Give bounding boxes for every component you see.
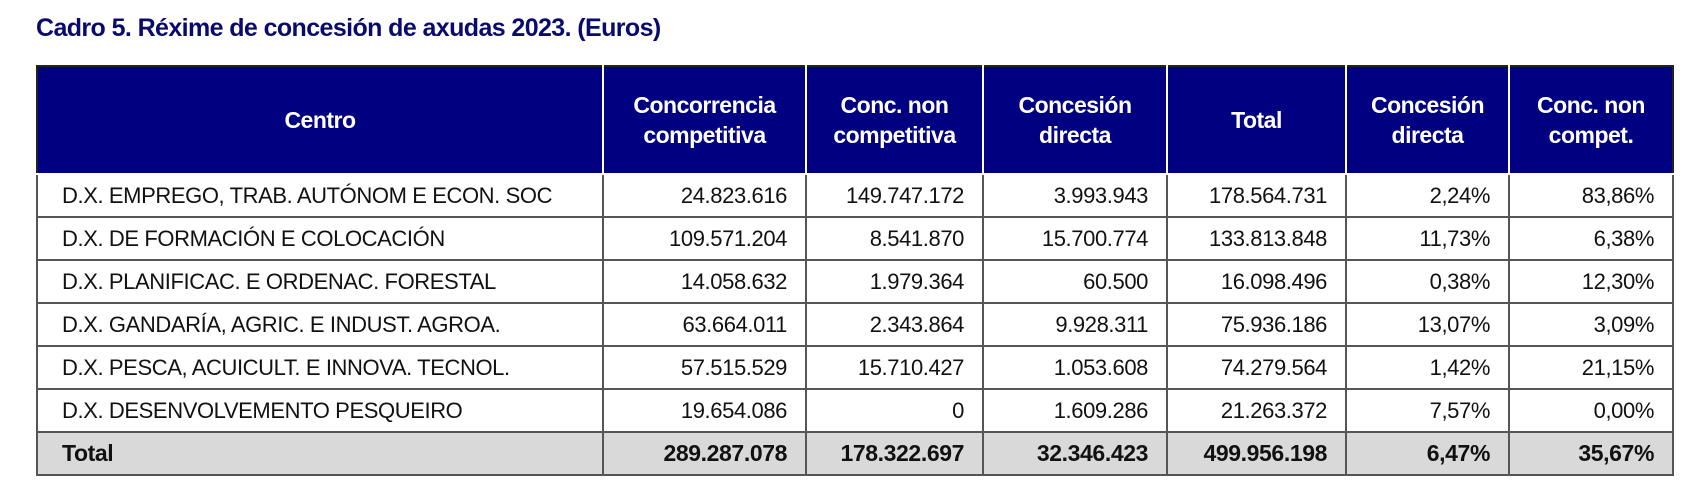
cell-centro: D.X. GANDARÍA, AGRIC. E INDUST. AGROA. xyxy=(36,302,604,347)
cell-pct-conc-non-compet: 0,00% xyxy=(1508,388,1674,433)
cell-concesion-directa: 1.053.608 xyxy=(982,345,1168,390)
cell-pct-concesion-directa: 13,07% xyxy=(1345,302,1510,347)
table-row: D.X. DE FORMACIÓN E COLOCACIÓN 109.571.20… xyxy=(36,216,1674,261)
cell-total: 21.263.372 xyxy=(1166,388,1347,433)
column-header-line: Concesión xyxy=(1370,92,1485,118)
column-header-line: directa xyxy=(1039,122,1111,148)
cell-pct-concesion-directa: 6,47% xyxy=(1345,431,1510,476)
column-header-line: compet. xyxy=(1548,122,1634,148)
cell-conc-non-competitiva: 8.541.870 xyxy=(805,216,984,261)
cell-pct-conc-non-compet: 12,30% xyxy=(1508,259,1674,304)
aid-regime-table: Centro Concorrencia competitiva Conc. non co… xyxy=(36,65,1674,476)
table-row: D.X. PLANIFICAC. E ORDENAC. FORESTAL 14.0… xyxy=(36,259,1674,304)
cell-total: 499.956.198 xyxy=(1166,431,1347,476)
cell-centro: D.X. PESCA, ACUICULT. E INNOVA. TECNOL. xyxy=(36,345,604,390)
cell-centro: D.X. DESENVOLVEMENTO PESQUEIRO xyxy=(36,388,604,433)
cell-total: 133.813.848 xyxy=(1166,216,1347,261)
column-header-line: competitiva xyxy=(833,122,956,148)
column-header-line: Conc. non xyxy=(1537,92,1645,118)
cell-pct-conc-non-compet: 3,09% xyxy=(1508,302,1674,347)
cell-pct-concesion-directa: 2,24% xyxy=(1345,173,1510,218)
cell-pct-conc-non-compet: 6,38% xyxy=(1508,216,1674,261)
cell-centro: D.X. EMPREGO, TRAB. AUTÓNOM E ECON. SOC xyxy=(36,173,604,218)
cell-concorrencia-competitiva: 109.571.204 xyxy=(602,216,807,261)
table-row: D.X. PESCA, ACUICULT. E INNOVA. TECNOL. 5… xyxy=(36,345,1674,390)
cell-pct-concesion-directa: 11,73% xyxy=(1345,216,1510,261)
table-row: D.X. EMPREGO, TRAB. AUTÓNOM E ECON. SOC 2… xyxy=(36,173,1674,218)
column-header-line: competitiva xyxy=(643,122,766,148)
cell-total: 16.098.496 xyxy=(1166,259,1347,304)
column-header-conc-non-competitiva: Conc. non competitiva xyxy=(805,65,984,175)
table-row: D.X. GANDARÍA, AGRIC. E INDUST. AGROA. 63… xyxy=(36,302,1674,347)
column-header-total: Total xyxy=(1166,65,1347,175)
column-header-line: directa xyxy=(1391,122,1464,148)
cell-concesion-directa: 9.928.311 xyxy=(982,302,1168,347)
cell-concorrencia-competitiva: 14.058.632 xyxy=(602,259,807,304)
cell-concorrencia-competitiva: 24.823.616 xyxy=(602,173,807,218)
cell-total: 178.564.731 xyxy=(1166,173,1347,218)
cell-pct-conc-non-compet: 21,15% xyxy=(1508,345,1674,390)
cell-conc-non-competitiva: 0 xyxy=(805,388,984,433)
cell-conc-non-competitiva: 2.343.864 xyxy=(805,302,984,347)
cell-concorrencia-competitiva: 63.664.011 xyxy=(602,302,807,347)
cell-concesion-directa: 15.700.774 xyxy=(982,216,1168,261)
column-header-centro: Centro xyxy=(36,65,604,175)
cell-conc-non-competitiva: 1.979.364 xyxy=(805,259,984,304)
cell-centro: D.X. DE FORMACIÓN E COLOCACIÓN xyxy=(36,216,604,261)
column-header-line: Concesión xyxy=(1018,92,1132,118)
cell-centro: Total xyxy=(36,431,604,476)
cell-pct-concesion-directa: 1,42% xyxy=(1345,345,1510,390)
cell-total: 74.279.564 xyxy=(1166,345,1347,390)
cell-concorrencia-competitiva: 19.654.086 xyxy=(602,388,807,433)
cell-concesion-directa: 32.346.423 xyxy=(982,431,1168,476)
total-row: Total 289.287.078 178.322.697 32.346.423 499… xyxy=(36,431,1674,476)
column-header-line: Total xyxy=(1231,107,1282,133)
cell-pct-concesion-directa: 0,38% xyxy=(1345,259,1510,304)
cell-total: 75.936.186 xyxy=(1166,302,1347,347)
table-row: D.X. DESENVOLVEMENTO PESQUEIRO 19.654.086… xyxy=(36,388,1674,433)
cell-concesion-directa: 60.500 xyxy=(982,259,1168,304)
table-title: Cadro 5. Réxime de concesión de axudas 2… xyxy=(36,14,661,42)
cell-conc-non-competitiva: 149.747.172 xyxy=(805,173,984,218)
cell-pct-conc-non-compet: 83,86% xyxy=(1508,173,1674,218)
column-header-line: Concorrencia xyxy=(633,92,776,118)
cell-concorrencia-competitiva: 289.287.078 xyxy=(602,431,807,476)
cell-centro: D.X. PLANIFICAC. E ORDENAC. FORESTAL xyxy=(36,259,604,304)
cell-pct-concesion-directa: 7,57% xyxy=(1345,388,1510,433)
cell-concorrencia-competitiva: 57.515.529 xyxy=(602,345,807,390)
column-header-concesion-directa: Concesión directa xyxy=(982,65,1168,175)
cell-concesion-directa: 1.609.286 xyxy=(982,388,1168,433)
column-header-line: Centro xyxy=(284,107,356,133)
cell-conc-non-competitiva: 178.322.697 xyxy=(805,431,984,476)
header-row: Centro Concorrencia competitiva Conc. non co… xyxy=(36,65,1674,175)
column-header-pct-concesion-directa: Concesión directa xyxy=(1345,65,1510,175)
column-header-concorrencia-competitiva: Concorrencia competitiva xyxy=(602,65,807,175)
cell-concesion-directa: 3.993.943 xyxy=(982,173,1168,218)
column-header-line: Conc. non xyxy=(840,92,949,118)
cell-pct-conc-non-compet: 35,67% xyxy=(1508,431,1674,476)
column-header-pct-conc-non-compet: Conc. non compet. xyxy=(1508,65,1674,175)
cell-conc-non-competitiva: 15.710.427 xyxy=(805,345,984,390)
